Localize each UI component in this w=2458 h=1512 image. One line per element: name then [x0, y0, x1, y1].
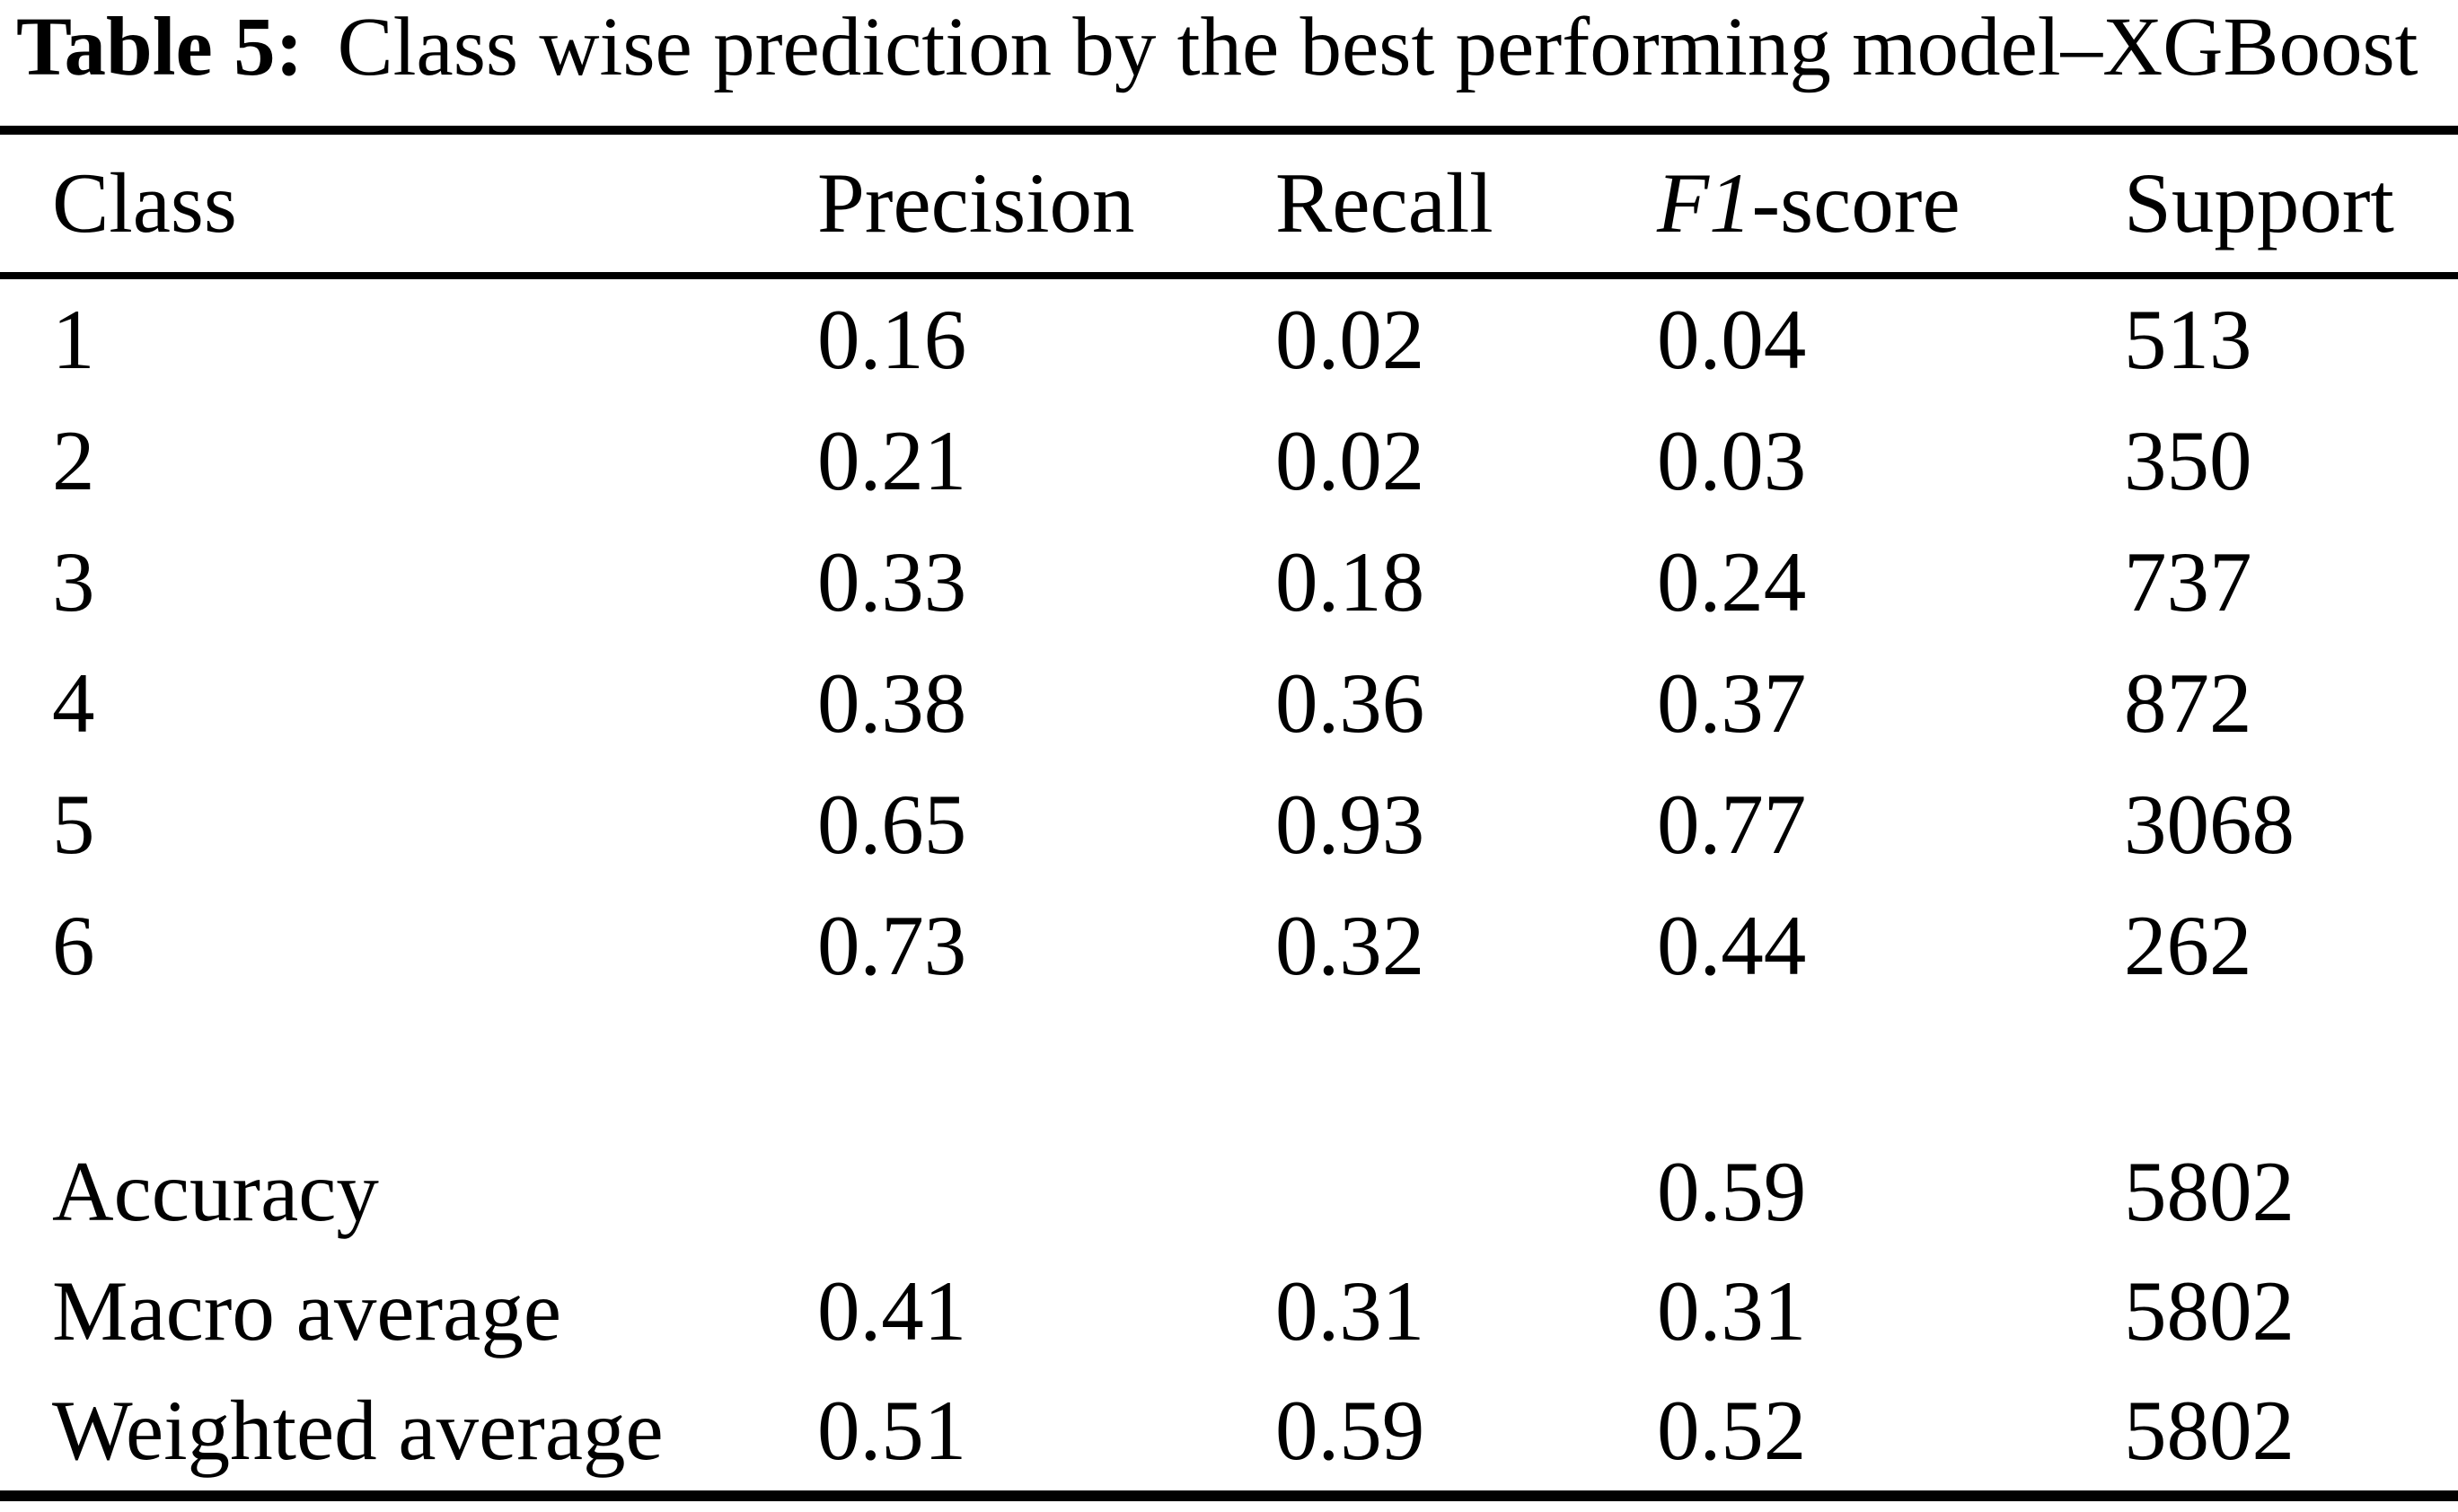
table-row: 3 0.33 0.18 0.24 737 — [0, 522, 2458, 643]
row-label: 5 — [52, 777, 95, 872]
recall-value: 0.93 — [1275, 777, 1425, 872]
support-value: 513 — [2124, 292, 2252, 387]
table-caption-text: Class wise prediction by the best perfor… — [337, 1, 2418, 93]
precision-value: 0.16 — [817, 292, 967, 387]
f1-value: 0.77 — [1657, 777, 1807, 872]
table-row: 1 0.16 0.02 0.04 513 — [0, 279, 2458, 400]
table-caption: Table 5: Class wise prediction by the be… — [0, 0, 2458, 126]
recall-value: 0.59 — [1275, 1383, 1425, 1478]
table-row: 6 0.73 0.32 0.44 262 — [0, 885, 2458, 1007]
row-label: 6 — [52, 898, 95, 993]
recall-value: 0.32 — [1275, 898, 1425, 993]
row-label: Accuracy — [52, 1144, 379, 1239]
table-row-macro-average: Macro average 0.41 0.31 0.31 5802 — [0, 1252, 2458, 1371]
header-precision: Precision — [817, 155, 1135, 251]
header-f1-italic: F1 — [1657, 155, 1752, 251]
recall-value: 0.36 — [1275, 655, 1425, 751]
header-rule — [0, 272, 2458, 279]
support-value: 737 — [2124, 534, 2252, 629]
header-f1-rest: -score — [1751, 155, 1960, 251]
support-value: 3068 — [2124, 777, 2295, 872]
recall-value: 0.31 — [1275, 1263, 1425, 1358]
table-row-accuracy: Accuracy 0.59 5802 — [0, 1132, 2458, 1252]
f1-value: 0.04 — [1657, 292, 1807, 387]
row-label: 2 — [52, 413, 95, 508]
row-label: 1 — [52, 292, 95, 387]
row-label: Macro average — [52, 1263, 561, 1358]
f1-value: 0.59 — [1657, 1144, 1807, 1239]
row-label: 4 — [52, 655, 95, 751]
precision-value: 0.65 — [817, 777, 967, 872]
header-support: Support — [2124, 155, 2394, 251]
support-value: 5802 — [2124, 1263, 2295, 1358]
table-row-weighted-average: Weighted average 0.51 0.59 0.52 5802 — [0, 1371, 2458, 1490]
precision-value: 0.21 — [817, 413, 967, 508]
f1-value: 0.37 — [1657, 655, 1807, 751]
f1-value: 0.24 — [1657, 534, 1807, 629]
table-header-row: Class Precision Recall F1-score Support — [0, 135, 2458, 272]
precision-value: 0.38 — [817, 655, 967, 751]
recall-value: 0.02 — [1275, 413, 1425, 508]
f1-value: 0.44 — [1657, 898, 1807, 993]
precision-value: 0.51 — [817, 1383, 967, 1478]
support-value: 262 — [2124, 898, 2252, 993]
f1-value: 0.31 — [1657, 1263, 1807, 1358]
header-class: Class — [52, 155, 237, 251]
bottom-rule — [0, 1490, 2458, 1501]
recall-value: 0.02 — [1275, 292, 1425, 387]
table-row: 2 0.21 0.02 0.03 350 — [0, 400, 2458, 522]
top-rule — [0, 126, 2458, 135]
f1-value: 0.03 — [1657, 413, 1807, 508]
row-label: Weighted average — [52, 1383, 664, 1478]
header-recall: Recall — [1275, 155, 1493, 251]
f1-value: 0.52 — [1657, 1383, 1807, 1478]
support-value: 5802 — [2124, 1144, 2295, 1239]
precision-value: 0.33 — [817, 534, 967, 629]
row-label: 3 — [52, 534, 95, 629]
table-row: 5 0.65 0.93 0.77 3068 — [0, 764, 2458, 885]
precision-value: 0.73 — [817, 898, 967, 993]
table-row: 4 0.38 0.36 0.37 872 — [0, 643, 2458, 764]
table-caption-label: Table 5: — [16, 1, 304, 93]
recall-value: 0.18 — [1275, 534, 1425, 629]
precision-value: 0.41 — [817, 1263, 967, 1358]
blank-row — [0, 1007, 2458, 1132]
header-f1-score: F1-score — [1657, 161, 2124, 246]
support-value: 872 — [2124, 655, 2252, 751]
support-value: 350 — [2124, 413, 2252, 508]
support-value: 5802 — [2124, 1383, 2295, 1478]
